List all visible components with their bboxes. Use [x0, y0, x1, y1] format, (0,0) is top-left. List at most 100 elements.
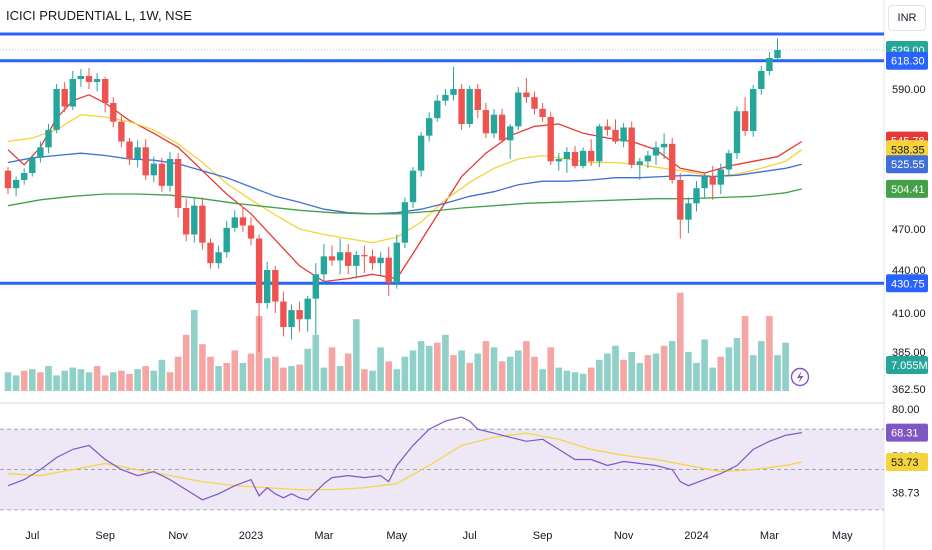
candlesticks: [4, 38, 781, 352]
rsi-label-bg: [886, 453, 928, 472]
volume-bar: [523, 341, 530, 391]
candle-body: [579, 150, 587, 166]
candle-body: [555, 159, 562, 162]
candle-body: [393, 242, 400, 283]
candle: [474, 84, 481, 119]
price-axis[interactable]: 590.00470.00440.00410.00385.00362.5080.0…: [886, 41, 928, 499]
volume-bar: [45, 366, 52, 391]
candle-body: [61, 89, 68, 107]
volume-bar: [369, 370, 376, 391]
price-label-bg: [886, 155, 928, 174]
candle: [377, 252, 384, 276]
candle-body: [426, 118, 433, 136]
rsi-pane: [0, 416, 884, 511]
candle-body: [142, 147, 149, 176]
price-label-text: 525.55: [891, 159, 925, 171]
candle-body: [255, 238, 263, 303]
volume-bar: [458, 350, 465, 391]
volume-bar: [85, 372, 93, 391]
rsi-ma-line: [7, 432, 802, 491]
volume-bar: [620, 359, 627, 391]
candle: [701, 173, 708, 199]
candle: [750, 85, 757, 137]
candle: [717, 163, 724, 194]
volume-bar: [733, 337, 741, 391]
candle: [758, 66, 765, 95]
time-axis[interactable]: Jul Sep Nov 2023 Mar May Jul Sep Nov 2024 Mar May: [25, 530, 853, 542]
candle-body: [733, 111, 741, 154]
time-tick-label: 2024: [684, 530, 708, 542]
candle-body: [588, 150, 595, 162]
volume-bar: [758, 341, 765, 391]
candle: [183, 198, 190, 242]
price-label-bg: [886, 51, 928, 70]
candle-body: [523, 92, 530, 98]
candle: [12, 176, 20, 197]
candle-body: [401, 202, 409, 243]
candle-body: [547, 117, 554, 162]
candle-body: [620, 127, 627, 142]
time-tick-label: Jul: [463, 530, 477, 542]
candle-body: [69, 79, 76, 107]
volume-bar: [118, 370, 125, 391]
candle: [385, 246, 392, 296]
candle-body: [93, 79, 101, 82]
time-tick-label: May: [832, 530, 853, 542]
candle: [150, 156, 157, 183]
candle-body: [596, 126, 603, 162]
volume-bar: [434, 342, 441, 391]
volume-bar: [361, 369, 368, 391]
candle: [272, 265, 279, 313]
candle-body: [604, 126, 611, 130]
time-tick-label: Sep: [533, 530, 553, 542]
candle: [215, 245, 222, 269]
candle: [126, 138, 133, 165]
chart-title: ICICI PRUDENTIAL L, 1W, NSE: [6, 8, 192, 23]
volume-bar: [660, 345, 668, 391]
candle-body: [223, 227, 230, 253]
volume-bar: [636, 362, 644, 391]
candle: [320, 244, 328, 285]
price-label: 618.30: [886, 51, 928, 70]
volume-bar: [312, 334, 320, 391]
volume-bar: [579, 373, 587, 391]
bolt-icon[interactable]: [790, 367, 810, 387]
candle: [571, 146, 579, 169]
candle-body: [53, 89, 60, 130]
candle: [531, 91, 538, 115]
candle: [4, 167, 12, 194]
candle-body: [409, 170, 417, 203]
candle-body: [531, 97, 538, 109]
candle: [628, 121, 635, 169]
volume-bar: [353, 319, 360, 391]
candle: [304, 295, 311, 332]
candle: [596, 124, 603, 168]
volume-bar: [417, 341, 425, 391]
currency-button[interactable]: INR: [888, 5, 926, 31]
candle: [85, 68, 93, 89]
volume-bar: [782, 342, 789, 391]
ema-mid-line: [7, 114, 803, 244]
horizontal-levels[interactable]: [0, 32, 884, 285]
volume-bar: [596, 359, 603, 391]
volume-bar: [320, 367, 328, 391]
rsi-tick-label: 38.73: [892, 487, 920, 499]
candle-body: [77, 76, 85, 79]
volume-bar: [652, 353, 660, 391]
volume-bar: [717, 356, 725, 391]
candle: [29, 155, 36, 177]
candle-body: [45, 129, 52, 148]
rsi-line: [7, 416, 802, 501]
candle-body: [37, 147, 44, 158]
candle-body: [296, 310, 303, 320]
candle: [312, 263, 319, 335]
time-tick-label: Mar: [314, 530, 333, 542]
candle: [239, 208, 247, 232]
candle-body: [709, 176, 716, 185]
candle-body: [507, 126, 514, 141]
candle-body: [377, 257, 384, 264]
candle: [328, 245, 336, 266]
volume-bar: [531, 356, 538, 391]
candle: [612, 119, 619, 144]
